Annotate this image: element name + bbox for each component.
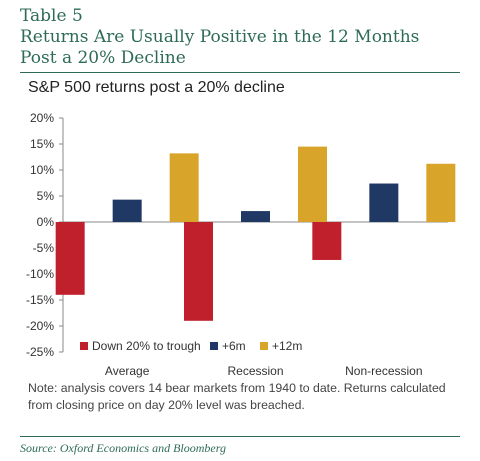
bar [312, 222, 342, 260]
legend-label: +12m [272, 339, 302, 353]
bar [241, 211, 270, 222]
y-tick-label: -5% [33, 241, 55, 255]
chart-title: S&P 500 returns post a 20% decline [28, 79, 285, 96]
legend-swatch [80, 342, 88, 350]
y-tick-label: 0% [37, 215, 55, 229]
legend-label: Down 20% to trough [92, 339, 201, 353]
bottom-rule [20, 436, 460, 437]
y-tick-label: 20% [30, 111, 54, 125]
top-rule [20, 72, 460, 73]
bar [112, 199, 142, 222]
legend-swatch [260, 342, 268, 350]
source-line: Source: Oxford Economics and Bloomberg [20, 441, 226, 455]
bar [426, 163, 456, 222]
bar [369, 183, 399, 222]
y-tick-label: -25% [26, 345, 54, 359]
bar [169, 153, 199, 222]
legend-swatch [210, 342, 218, 350]
x-category-label: Average [105, 364, 150, 378]
legend-label: +6m [222, 339, 246, 353]
y-tick-label: 10% [30, 163, 54, 177]
table-heading: Table 5 Returns Are Usually Positive in … [20, 6, 460, 69]
table-title: Returns Are Usually Positive in the 12 M… [20, 27, 420, 68]
bar [184, 222, 213, 321]
bar [55, 222, 85, 295]
x-category-label: Non-recession [345, 364, 422, 378]
x-category-label: Recession [227, 364, 283, 378]
y-tick-label: -20% [26, 319, 54, 333]
y-tick-label: -10% [26, 267, 54, 281]
y-tick-label: 5% [37, 189, 55, 203]
bar [298, 146, 327, 222]
table-label: Table 5 [20, 6, 83, 26]
y-tick-label: -15% [26, 293, 54, 307]
chart-note: Note: analysis covers 14 bear markets fr… [28, 381, 446, 412]
y-tick-label: 15% [30, 137, 54, 151]
